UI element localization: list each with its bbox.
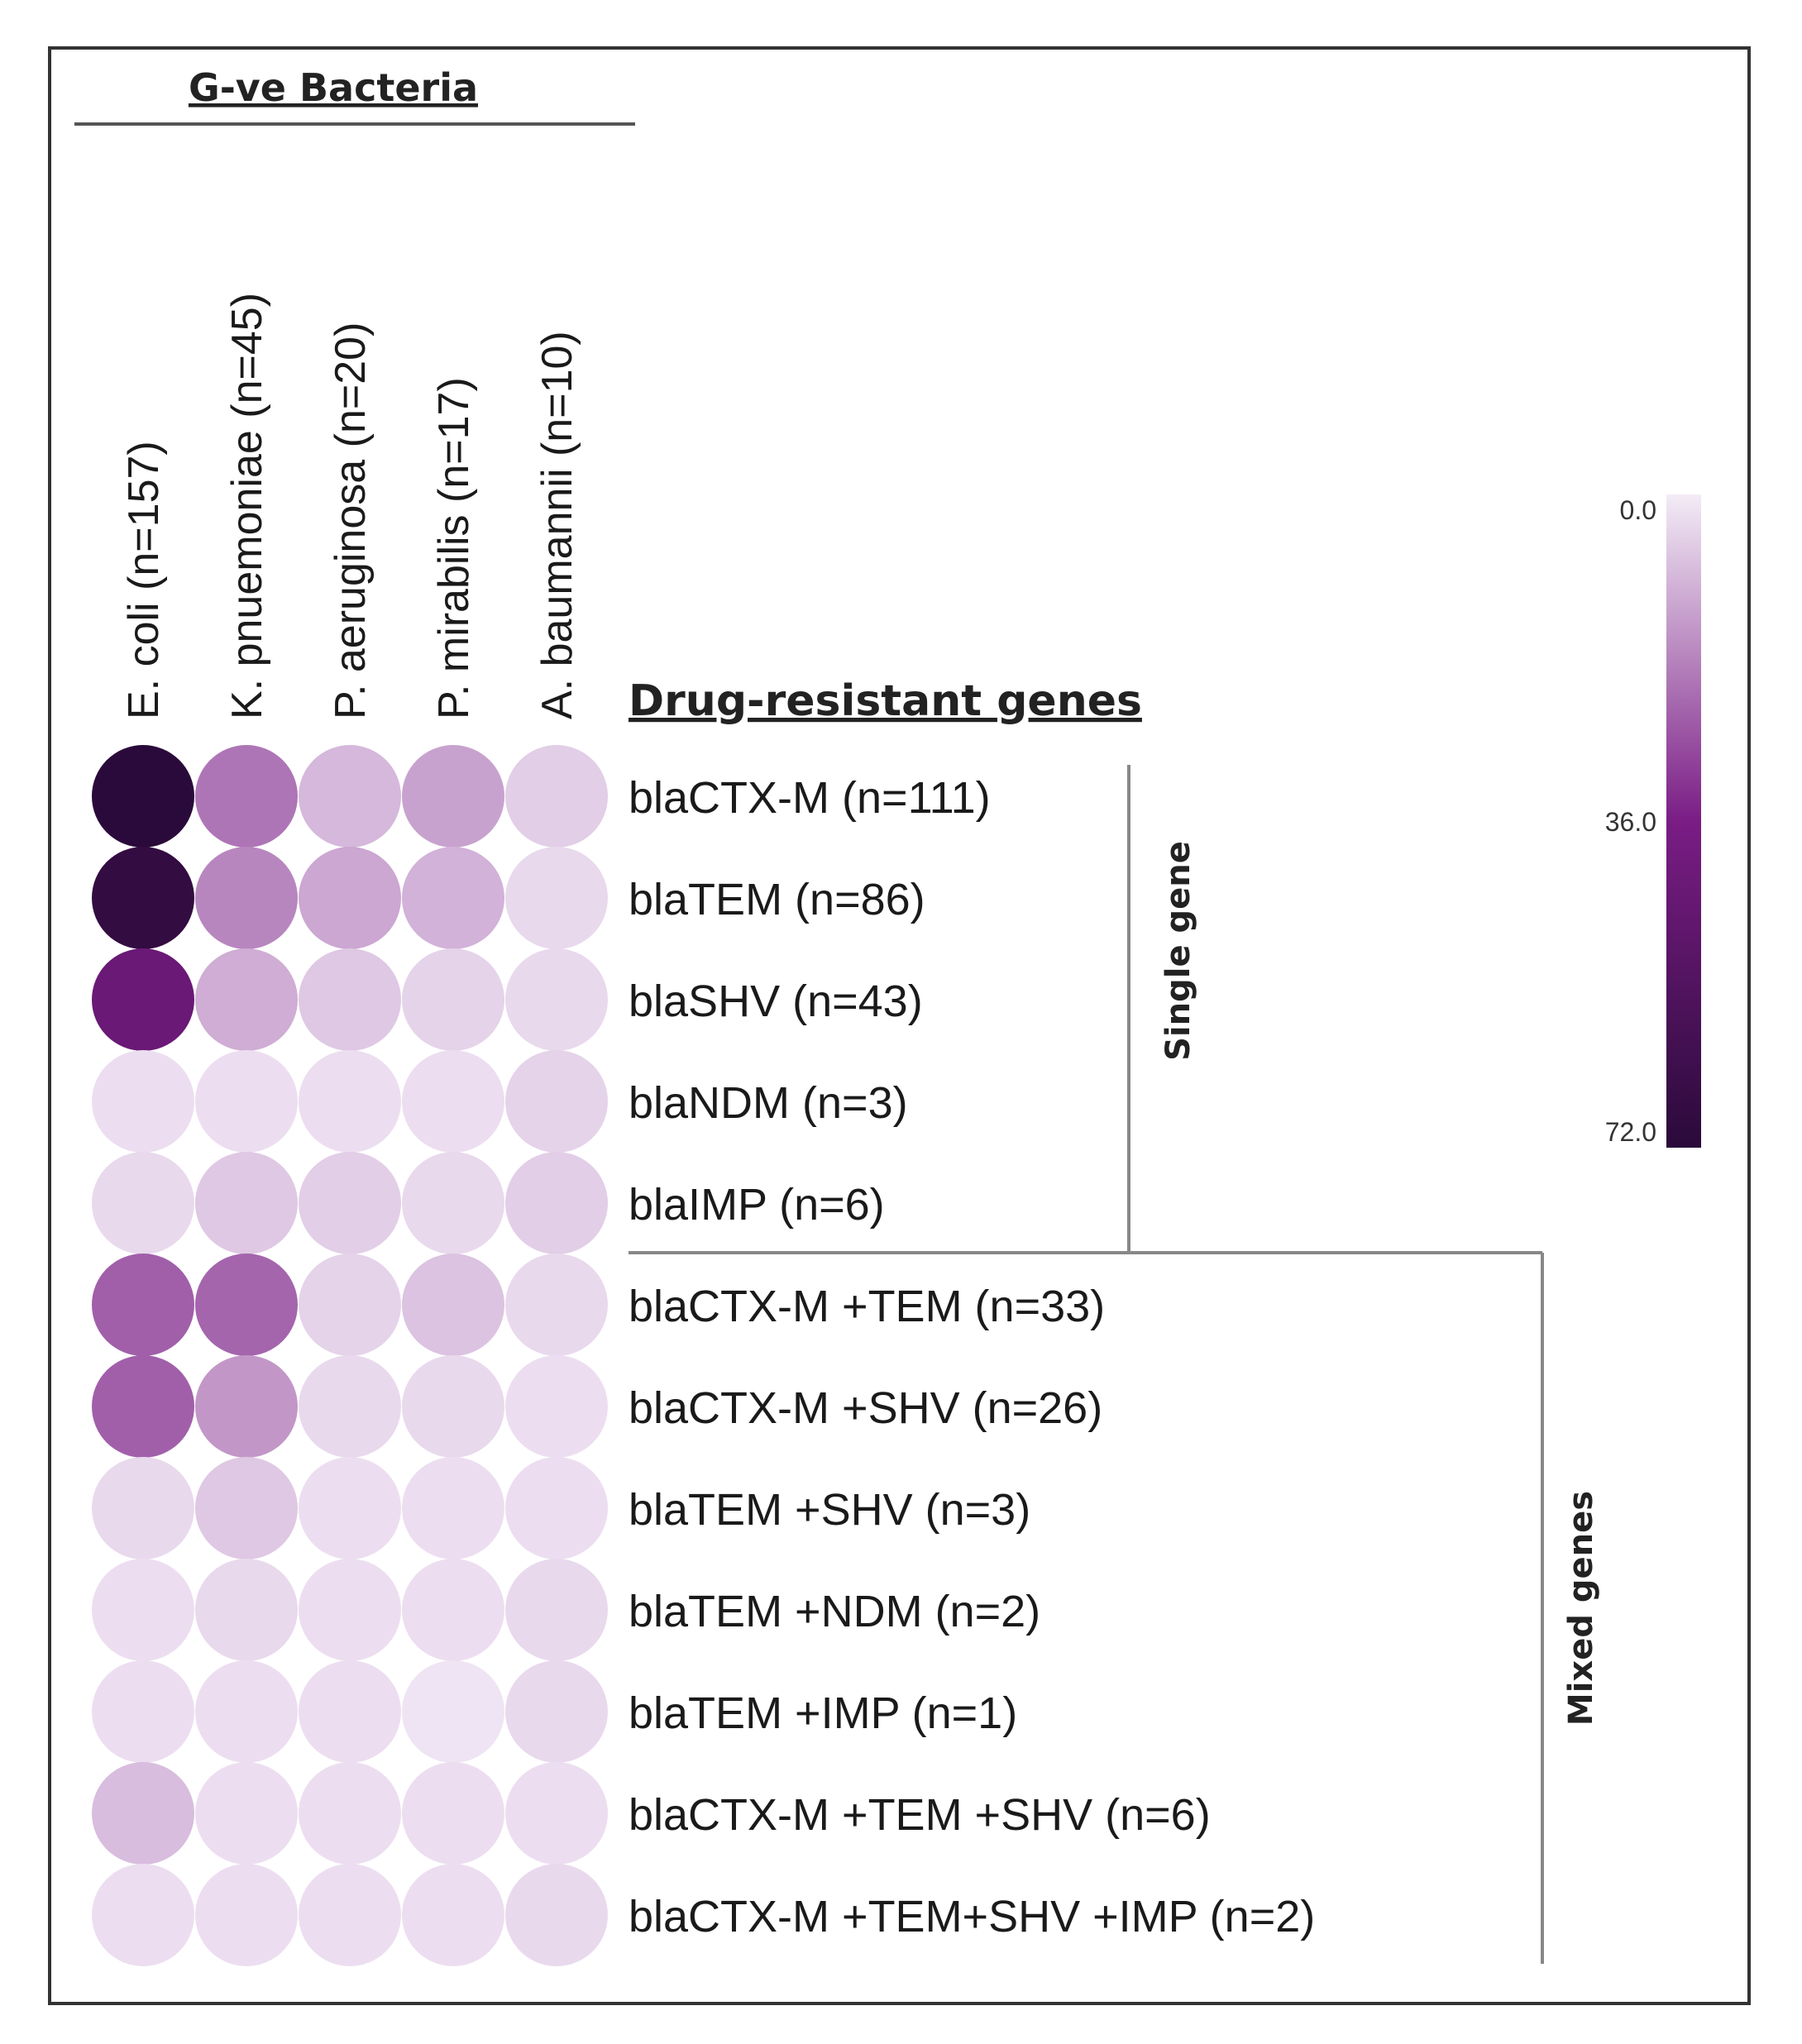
heatmap-cell (402, 1355, 504, 1458)
group-mixed-genes: Mixed genes (629, 1251, 1600, 1964)
heatmap-cell (299, 1559, 401, 1661)
heatmap-cell (299, 1355, 401, 1458)
figure-frame (48, 46, 1751, 2005)
heatmap-cell (505, 1660, 608, 1763)
heatmap-cell (402, 1254, 504, 1356)
heatmap-cell (299, 745, 401, 848)
heatmap-cell (505, 948, 608, 1051)
column-header: K. pnuemoniae (n=45) (223, 293, 271, 719)
row-label: blaCTX-M +TEM +SHV (n=6) (629, 1790, 1211, 1840)
group-single-gene: Single gene (1127, 765, 1197, 1253)
heatmap-cell (299, 1660, 401, 1763)
heatmap-cell (402, 1660, 504, 1763)
row-labels: blaCTX-M (n=111) blaTEM (n=86) blaSHV (n=4… (629, 773, 1315, 1941)
colorbar (1666, 494, 1701, 1148)
chart-title: G-ve Bacteria (189, 65, 478, 110)
heatmap-cell (195, 847, 298, 949)
row-label: blaCTX-M +TEM (n=33) (629, 1282, 1105, 1331)
heatmap-cell (92, 1254, 194, 1356)
heatmap-cell (505, 1457, 608, 1559)
colorbar-tick-min: 0.0 (1620, 495, 1656, 525)
heatmap-cell (299, 1457, 401, 1559)
heatmap-cell (505, 1864, 608, 1966)
heatmap-cell (299, 1254, 401, 1356)
row-label: blaCTX-M (n=111) (629, 773, 991, 823)
column-header: A. baumannii (n=10) (533, 331, 581, 719)
heatmap-cell (195, 948, 298, 1051)
heatmap-cell (299, 1864, 401, 1966)
single-gene-label: Single gene (1159, 841, 1197, 1061)
heatmap-cell (92, 1762, 194, 1865)
heatmap-cell (195, 745, 298, 848)
heatmap-cell (505, 1559, 608, 1661)
heatmap-cell (92, 847, 194, 949)
heatmap-cell (195, 1050, 298, 1153)
heatmap-cell (92, 745, 194, 848)
row-axis-title: Drug-resistant genes (629, 676, 1142, 726)
heatmap-cell (195, 1152, 298, 1254)
row-label: blaCTX-M +TEM+SHV +IMP (n=2) (629, 1892, 1315, 1941)
column-header: P. aeruginosa (n=20) (327, 322, 375, 719)
column-headers: E. coli (n=157) K. pnuemoniae (n=45) P. ae… (120, 293, 581, 719)
heatmap-cell (505, 1355, 608, 1458)
row-label: blaIMP (n=6) (629, 1180, 885, 1230)
mixed-genes-label: Mixed genes (1562, 1491, 1600, 1726)
row-label: blaTEM (n=86) (629, 875, 925, 924)
heatmap-cell (505, 1762, 608, 1865)
heatmap-cell (402, 745, 504, 848)
heatmap-cell (92, 1559, 194, 1661)
heatmap-cell (505, 847, 608, 949)
heatmap-cell (195, 1254, 298, 1356)
heatmap-cell (402, 1152, 504, 1254)
heatmap-cell (92, 1152, 194, 1254)
heatmap-cell (402, 1864, 504, 1966)
heatmap-cell (92, 948, 194, 1051)
heatmap-cell (92, 1050, 194, 1153)
column-header: E. coli (n=157) (120, 441, 168, 719)
heatmap-cell (402, 1050, 504, 1153)
colorbar-tick-max: 72.0 (1605, 1117, 1656, 1147)
heatmap-cell (195, 1864, 298, 1966)
heatmap-cell (402, 1457, 504, 1559)
heatmap-cell (92, 1660, 194, 1763)
heatmap-cell (505, 1152, 608, 1254)
heatmap-cell (195, 1660, 298, 1763)
heatmap-cell (402, 1559, 504, 1661)
heatmap-cell (299, 847, 401, 949)
heatmap-cell (92, 1355, 194, 1458)
heatmap-cell (402, 1762, 504, 1865)
colorbar-tick-mid: 36.0 (1605, 807, 1656, 837)
heatmap-cell (505, 745, 608, 848)
heatmap-cell (195, 1355, 298, 1458)
heatmap-cell (299, 1762, 401, 1865)
heatmap-cell (402, 948, 504, 1051)
heatmap-cell (92, 1864, 194, 1966)
column-header: P. mirabilis (n=17) (430, 377, 478, 719)
row-label: blaTEM +IMP (n=1) (629, 1688, 1017, 1738)
heatmap-cell (505, 1254, 608, 1356)
heatmap-cell (299, 1050, 401, 1153)
row-label: blaCTX-M +SHV (n=26) (629, 1383, 1102, 1433)
heatmap-cell (92, 1457, 194, 1559)
heatmap-cell (402, 847, 504, 949)
row-label: blaTEM +SHV (n=3) (629, 1485, 1030, 1535)
heatmap-cell (299, 948, 401, 1051)
row-label: blaTEM +NDM (n=2) (629, 1587, 1040, 1636)
heatmap-cell (505, 1050, 608, 1153)
heatmap-cell (195, 1457, 298, 1559)
heatmap-cell (195, 1559, 298, 1661)
row-label: blaNDM (n=3) (629, 1078, 908, 1128)
heatmap-cell (195, 1762, 298, 1865)
row-label: blaSHV (n=43) (629, 977, 923, 1026)
heatmap-cell (299, 1152, 401, 1254)
heatmap-cells (92, 745, 608, 1966)
